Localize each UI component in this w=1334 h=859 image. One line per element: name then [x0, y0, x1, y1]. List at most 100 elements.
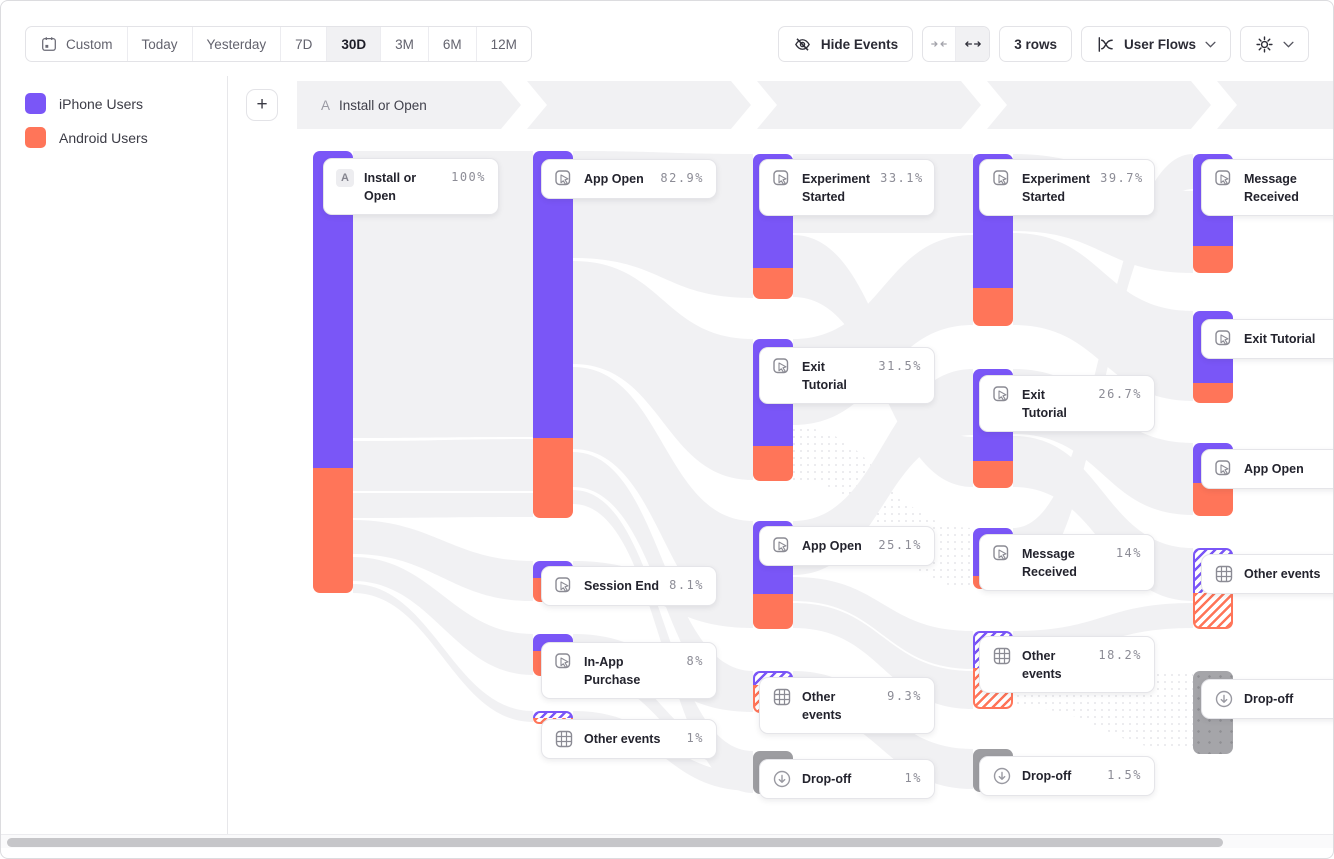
gear-icon: [1256, 35, 1273, 53]
flow-node-drop-off[interactable]: Drop-off: [1201, 679, 1333, 719]
flow-node-pct: 9.3%: [887, 689, 922, 703]
collapse-expand-toggle: [922, 26, 991, 62]
breadcrumb-step-a[interactable]: A Install or Open: [297, 81, 521, 129]
date-range-label: Today: [141, 36, 178, 52]
flow-node-experiment-started[interactable]: Experiment Started 33.1%: [759, 159, 935, 217]
step-label: Install or Open: [339, 97, 427, 113]
event-icon: [1215, 460, 1231, 476]
flow-node-pct: 18.2%: [1098, 648, 1142, 662]
date-range-12m[interactable]: 12M: [477, 27, 531, 61]
view-selector-button[interactable]: User Flows: [1080, 26, 1231, 62]
event-icon: [555, 653, 571, 669]
breadcrumb-step-4[interactable]: [987, 81, 1211, 129]
flow-node-pct: 25.1%: [878, 538, 922, 552]
flow-node-pct: 39.7%: [1100, 171, 1144, 185]
flow-bar-segment: [973, 461, 1013, 488]
date-range-label: Yesterday: [206, 36, 267, 52]
breadcrumb-step-5[interactable]: [1217, 81, 1334, 129]
flow-bar-segment: [753, 594, 793, 629]
flow-bar-segment-hatched: [1193, 593, 1233, 629]
event-icon: [773, 358, 789, 374]
collapse-columns-button[interactable]: [923, 27, 957, 61]
flow-node-experiment-started[interactable]: Experiment Started 39.7%: [979, 159, 1155, 217]
flow-node-message-received[interactable]: Message Received 14%: [979, 534, 1155, 592]
flow-node-pct: 82.9%: [660, 171, 704, 185]
flow-bar-segment: [1193, 246, 1233, 273]
other-events-grid-icon: [993, 647, 1011, 665]
drop-off-icon: [1215, 690, 1233, 708]
flow-node-app-open[interactable]: App Open 25.1%: [759, 526, 935, 566]
date-range-custom[interactable]: Custom: [26, 27, 128, 61]
date-range-yesterday[interactable]: Yesterday: [193, 27, 282, 61]
flow-node-session-end[interactable]: Session End 8.1%: [541, 566, 717, 606]
date-range-label: 3M: [395, 36, 414, 52]
rows-button[interactable]: 3 rows: [999, 26, 1072, 62]
flow-node-pct: 100%: [451, 170, 486, 184]
date-range-today[interactable]: Today: [128, 27, 193, 61]
date-range-label: Custom: [66, 36, 113, 52]
flow-node-message-received[interactable]: Message Received: [1201, 159, 1333, 217]
flow-node-label: App Open: [1244, 462, 1304, 476]
flow-node-label: App Open: [802, 539, 862, 553]
flow-node-pct: 26.7%: [1098, 387, 1142, 401]
flow-node-in-app-purchase[interactable]: In-App Purchase 8%: [541, 642, 717, 700]
legend-label: iPhone Users: [59, 95, 144, 112]
flow-node-other-events[interactable]: Other events 18.2%: [979, 636, 1155, 694]
flow-node-install-or-open[interactable]: A Install or Open 100%: [323, 158, 499, 216]
flow-node-label: Other events: [584, 732, 661, 746]
plus-icon: +: [256, 94, 268, 115]
flow-node-exit-tutorial[interactable]: Exit Tutorial 31.5%: [759, 347, 935, 405]
date-range-3m[interactable]: 3M: [381, 27, 429, 61]
flow-node-pct: 33.1%: [880, 171, 924, 185]
flow-node-pct: 8%: [686, 654, 704, 668]
date-range-label: 7D: [295, 36, 313, 52]
flow-node-label: Message Received: [1244, 172, 1299, 205]
flow-node-app-open[interactable]: App Open: [1201, 449, 1333, 489]
date-range-30d-selected[interactable]: 30D: [327, 27, 382, 61]
view-selector-label: User Flows: [1123, 36, 1196, 52]
flow-node-label: Exit Tutorial: [1022, 388, 1067, 421]
breadcrumb-step-2[interactable]: [527, 81, 751, 129]
flow-node-pct: 14%: [1115, 546, 1142, 560]
flow-node-label: Exit Tutorial: [802, 360, 847, 393]
calendar-icon: [42, 37, 56, 51]
date-range-7d[interactable]: 7D: [281, 27, 328, 61]
user-flows-icon: [1098, 36, 1113, 52]
hide-events-label: Hide Events: [820, 36, 899, 52]
flow-node-exit-tutorial[interactable]: Exit Tutorial: [1201, 319, 1333, 359]
rows-label: 3 rows: [1014, 36, 1057, 52]
legend-item-iphone-users[interactable]: iPhone Users: [25, 93, 148, 114]
horizontal-scrollbar-track[interactable]: [1, 834, 1333, 848]
other-events-grid-icon: [1215, 565, 1233, 583]
settings-button[interactable]: [1240, 26, 1309, 62]
date-range-6m[interactable]: 6M: [429, 27, 477, 61]
chevron-down-icon: [1283, 41, 1294, 48]
add-step-button[interactable]: +: [246, 89, 278, 121]
flow-node-app-open[interactable]: App Open 82.9%: [541, 159, 717, 199]
flow-node-exit-tutorial[interactable]: Exit Tutorial 26.7%: [979, 375, 1155, 433]
date-range-label: 12M: [490, 36, 517, 52]
expand-columns-button[interactable]: [956, 27, 990, 61]
horizontal-scrollbar-thumb[interactable]: [7, 838, 1223, 847]
flow-bar-segment: [1193, 383, 1233, 403]
flow-node-pct: 31.5%: [878, 359, 922, 373]
toolbar-right: Hide Events 3 rows User Flows: [777, 26, 1309, 62]
legend-label: Android Users: [59, 129, 148, 146]
flow-node-pct: 1%: [904, 771, 922, 785]
flow-node-other-events[interactable]: Other events 1%: [541, 719, 717, 759]
drop-off-icon: [993, 767, 1011, 785]
flow-bar-segment: [753, 268, 793, 299]
hide-events-button[interactable]: Hide Events: [777, 26, 914, 62]
flow-node-other-events[interactable]: Other events: [1201, 554, 1333, 594]
flow-node-drop-off[interactable]: Drop-off 1.5%: [979, 756, 1155, 796]
flow-node-drop-off[interactable]: Drop-off 1%: [759, 759, 935, 799]
date-range-picker: Custom Today Yesterday 7D 30D 3M 6M 12M: [25, 26, 532, 62]
flow-node-label: Message Received: [1022, 547, 1077, 580]
flow-node-label: Session End: [584, 579, 660, 593]
event-icon: [773, 537, 789, 553]
breadcrumb-step-3[interactable]: [757, 81, 981, 129]
flow-node-pct: 8.1%: [669, 578, 704, 592]
flow-bar-segment: [533, 438, 573, 518]
legend-item-android-users[interactable]: Android Users: [25, 127, 148, 148]
flow-node-other-events[interactable]: Other events 9.3%: [759, 677, 935, 735]
